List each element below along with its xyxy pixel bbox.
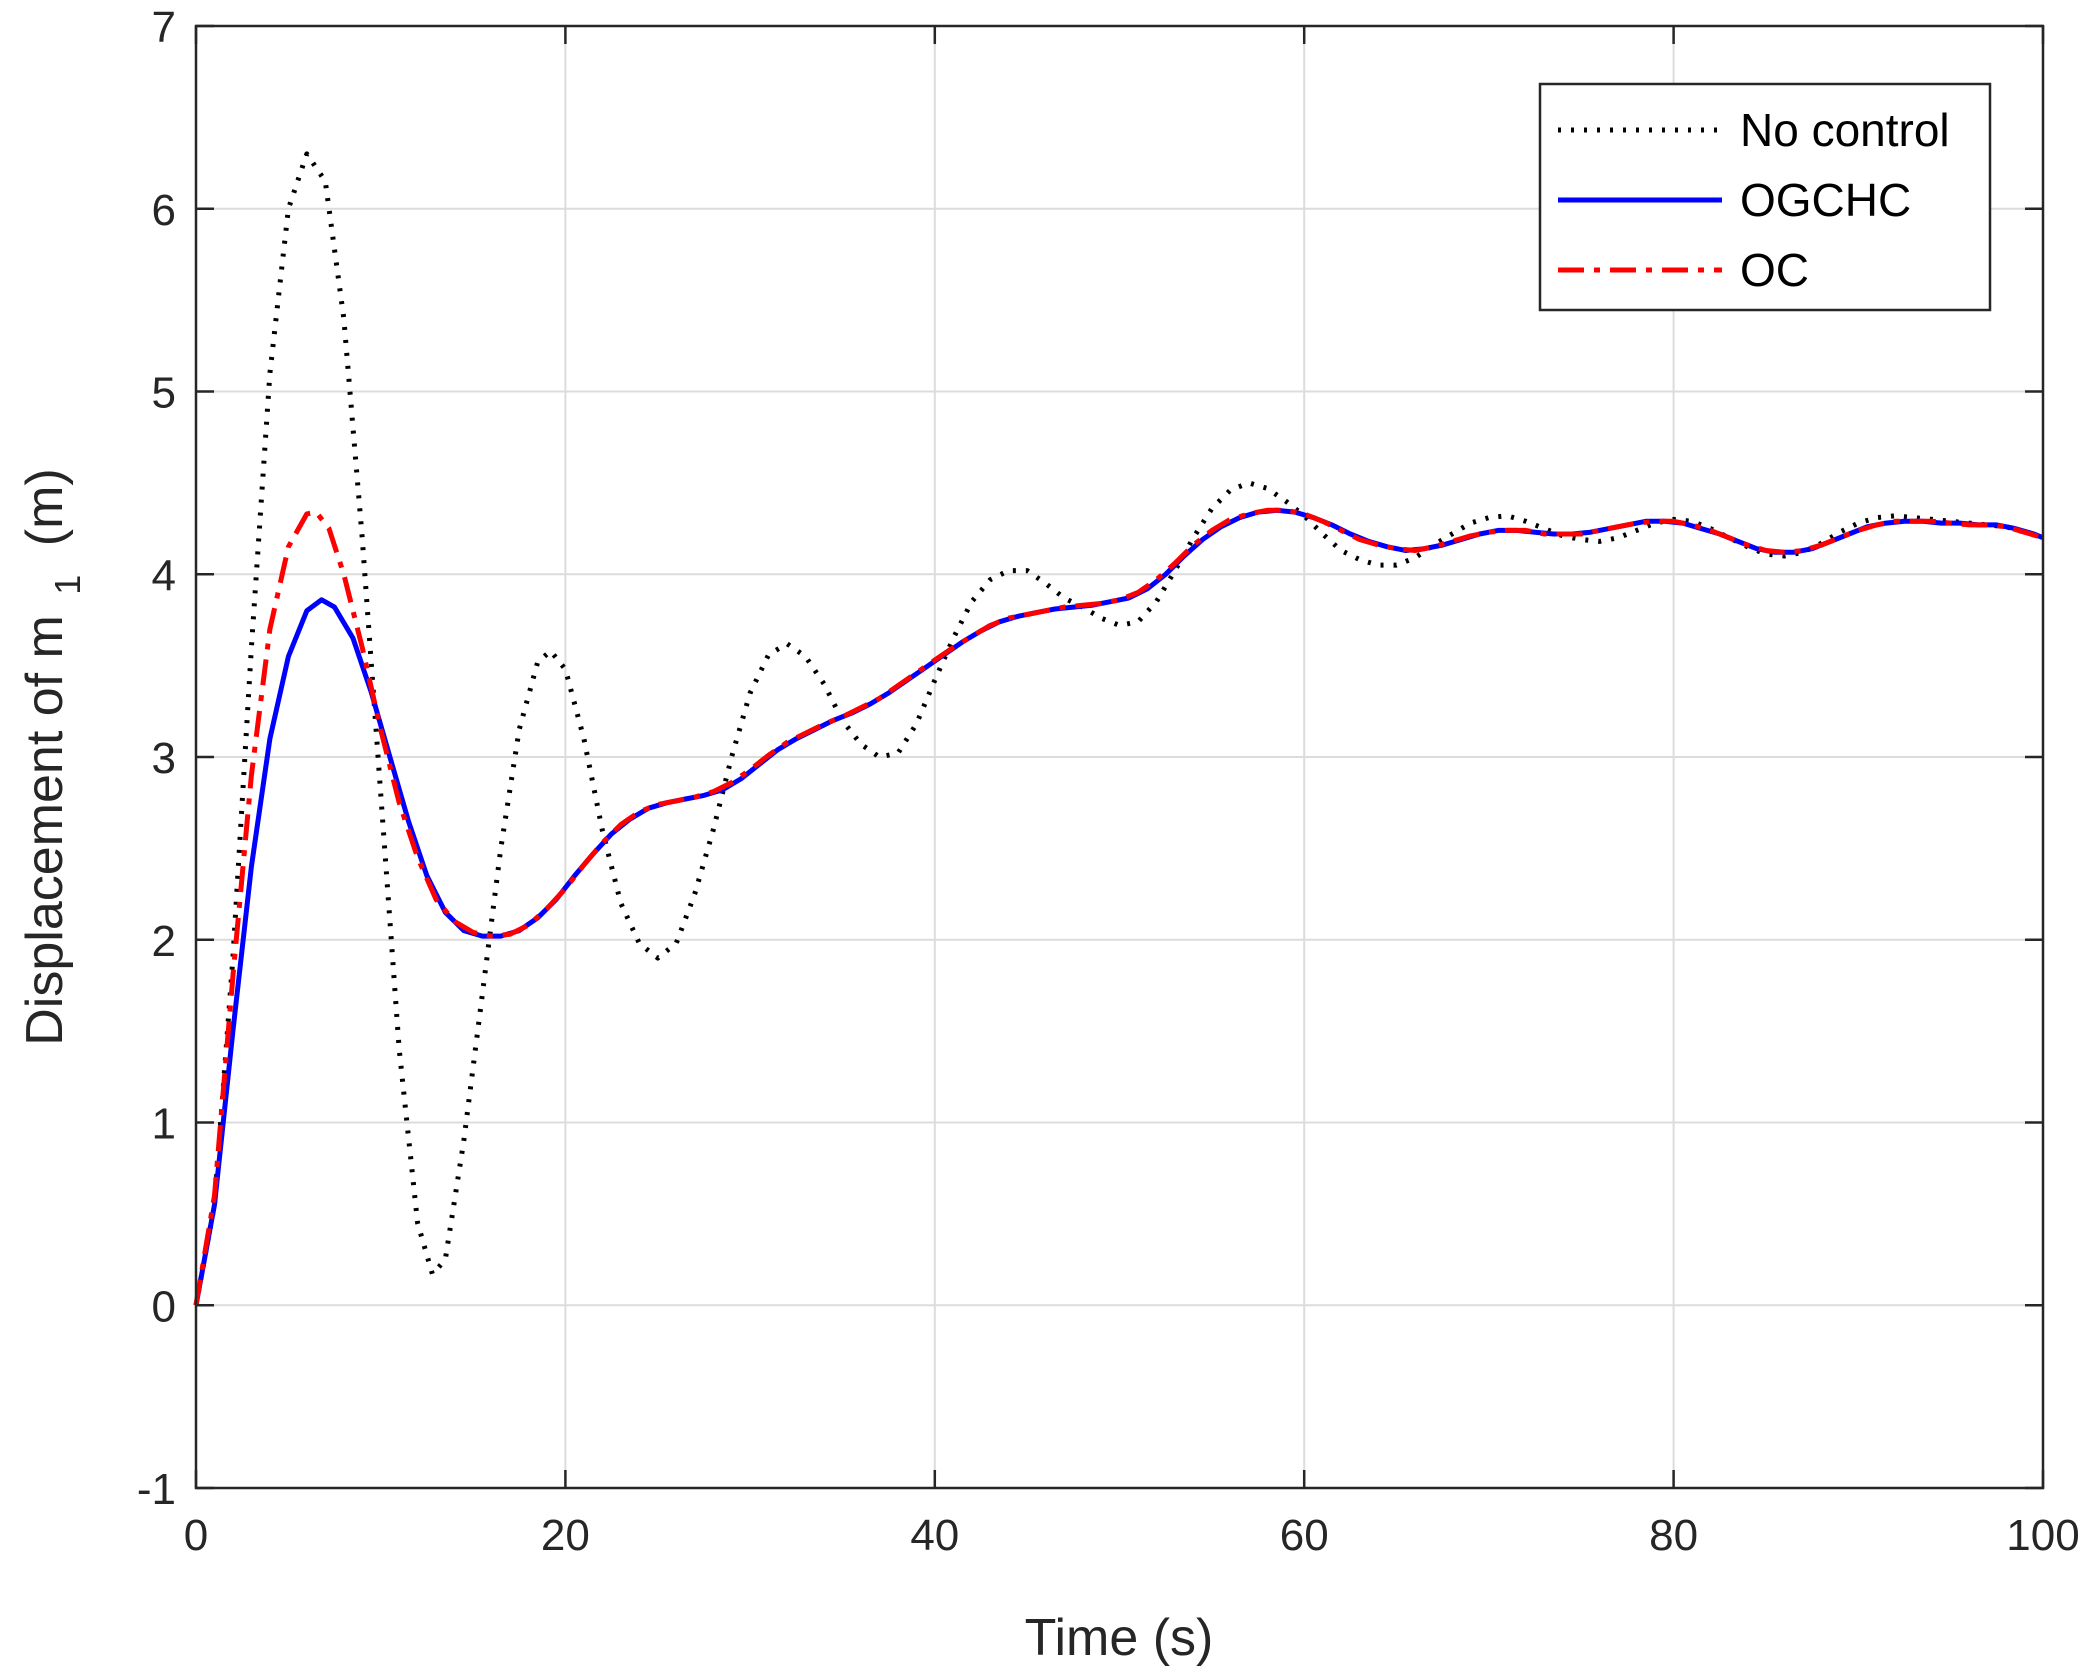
- x-axis-label: Time (s): [1025, 1609, 1214, 1667]
- x-tick-label: 0: [184, 1511, 208, 1560]
- y-tick-label: 1: [152, 1100, 176, 1149]
- y-tick-label: 3: [152, 734, 176, 783]
- y-tick-label: 5: [152, 369, 176, 418]
- y-tick-label: 7: [152, 3, 176, 52]
- x-tick-label: 60: [1280, 1511, 1329, 1560]
- y-axis-label-unit: (m): [16, 468, 74, 546]
- y-axis-label-main: Displacement of m: [16, 615, 74, 1046]
- series-line-oc: [193, 507, 2044, 1306]
- y-tick-label: 4: [152, 551, 176, 600]
- svg-text:Displacement of m 1: Displacement of m 1 (m): [16, 468, 92, 1046]
- x-tick-label: 40: [910, 1511, 959, 1560]
- series-line-ogchc: [193, 507, 2044, 1306]
- legend-label: OGCHC: [1740, 174, 1911, 226]
- x-tick-label: 20: [541, 1511, 590, 1560]
- legend-label: OC: [1740, 244, 1809, 296]
- y-tick-label: 0: [152, 1282, 176, 1331]
- y-axis-label-subscript: 1: [47, 575, 88, 595]
- series-layer: [193, 151, 2044, 1306]
- legend-label: No control: [1740, 104, 1950, 156]
- y-tick-label: 6: [152, 186, 176, 235]
- y-tick-label: -1: [137, 1465, 176, 1514]
- y-axis-label: Displacement of m 1 (m): [16, 468, 92, 1046]
- ticks: [194, 24, 2045, 1490]
- y-tick-label: 2: [152, 917, 176, 966]
- x-tick-label: 100: [2006, 1511, 2079, 1560]
- legend: No control OGCHC OC: [1538, 82, 1992, 312]
- x-tick-label: 80: [1649, 1511, 1698, 1560]
